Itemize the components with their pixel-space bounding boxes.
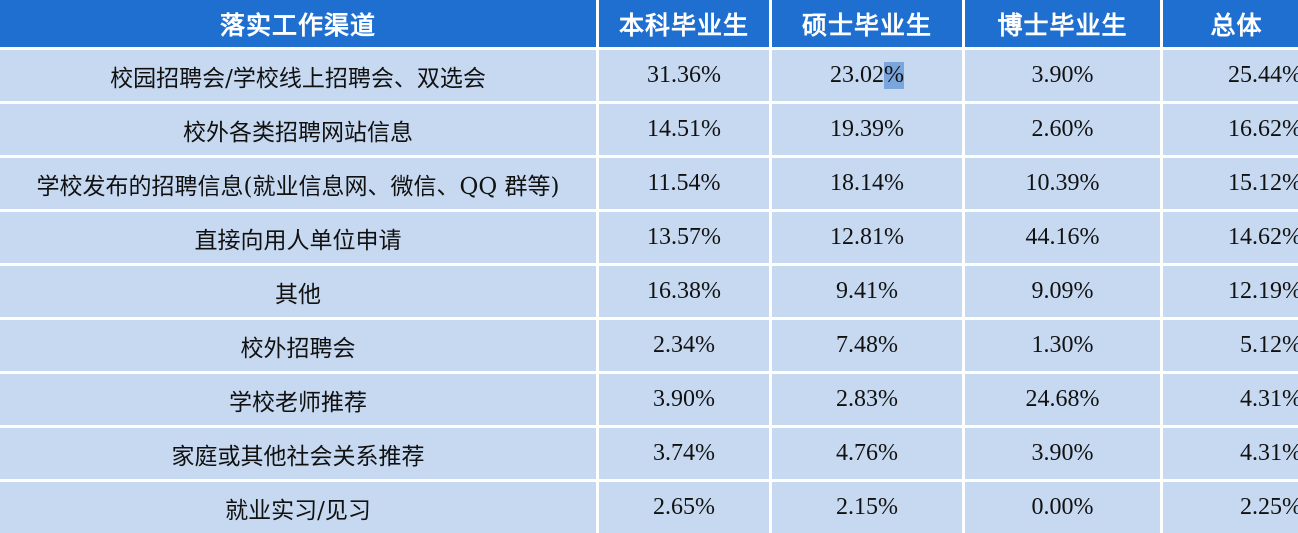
row-total-value: 15.12% [1163, 158, 1298, 209]
row-master-value: 2.83% [772, 374, 962, 425]
row-bachelor-value: 11.54% [599, 158, 769, 209]
row-bachelor-value: 14.51% [599, 104, 769, 155]
text-selection-highlight[interactable]: % [884, 62, 904, 89]
row-total-value: 25.44% [1163, 50, 1298, 101]
row-channel: 校园招聘会/学校线上招聘会、双选会 [0, 50, 596, 101]
row-channel: 家庭或其他社会关系推荐 [0, 428, 596, 479]
row-doctor-value: 1.30% [965, 320, 1160, 371]
header-total: 总体 [1163, 0, 1298, 47]
row-doctor-value: 3.90% [965, 428, 1160, 479]
row-doctor-value: 2.60% [965, 104, 1160, 155]
row-master-value: 12.81% [772, 212, 962, 263]
header-master: 硕士毕业生 [772, 0, 962, 47]
row-bachelor-value: 13.57% [599, 212, 769, 263]
row-doctor-value: 44.16% [965, 212, 1160, 263]
row-doctor-value: 10.39% [965, 158, 1160, 209]
row-doctor-value: 3.90% [965, 50, 1160, 101]
header-bachelor: 本科毕业生 [599, 0, 769, 47]
row-master-value: 4.76% [772, 428, 962, 479]
row-master-value: 23.02% [772, 50, 962, 101]
row-master-value: 7.48% [772, 320, 962, 371]
row-channel: 校外招聘会 [0, 320, 596, 371]
header-channel: 落实工作渠道 [0, 0, 596, 47]
row-channel: 校外各类招聘网站信息 [0, 104, 596, 155]
row-bachelor-value: 2.34% [599, 320, 769, 371]
row-total-value: 12.19% [1163, 266, 1298, 317]
row-master-value: 9.41% [772, 266, 962, 317]
row-channel: 学校老师推荐 [0, 374, 596, 425]
row-total-value: 4.31% [1163, 428, 1298, 479]
row-bachelor-value: 31.36% [599, 50, 769, 101]
row-master-value: 19.39% [772, 104, 962, 155]
row-total-value: 4.31% [1163, 374, 1298, 425]
row-total-value: 5.12% [1163, 320, 1298, 371]
row-channel: 直接向用人单位申请 [0, 212, 596, 263]
master-value-text: 23.02 [830, 62, 884, 88]
row-total-value: 16.62% [1163, 104, 1298, 155]
header-doctor: 博士毕业生 [965, 0, 1160, 47]
row-doctor-value: 9.09% [965, 266, 1160, 317]
row-doctor-value: 24.68% [965, 374, 1160, 425]
row-bachelor-value: 3.74% [599, 428, 769, 479]
row-bachelor-value: 3.90% [599, 374, 769, 425]
row-total-value: 14.62% [1163, 212, 1298, 263]
row-channel: 学校发布的招聘信息(就业信息网、微信、QQ 群等) [0, 158, 596, 209]
row-channel: 其他 [0, 266, 596, 317]
row-master-value: 18.14% [772, 158, 962, 209]
row-bachelor-value: 16.38% [599, 266, 769, 317]
